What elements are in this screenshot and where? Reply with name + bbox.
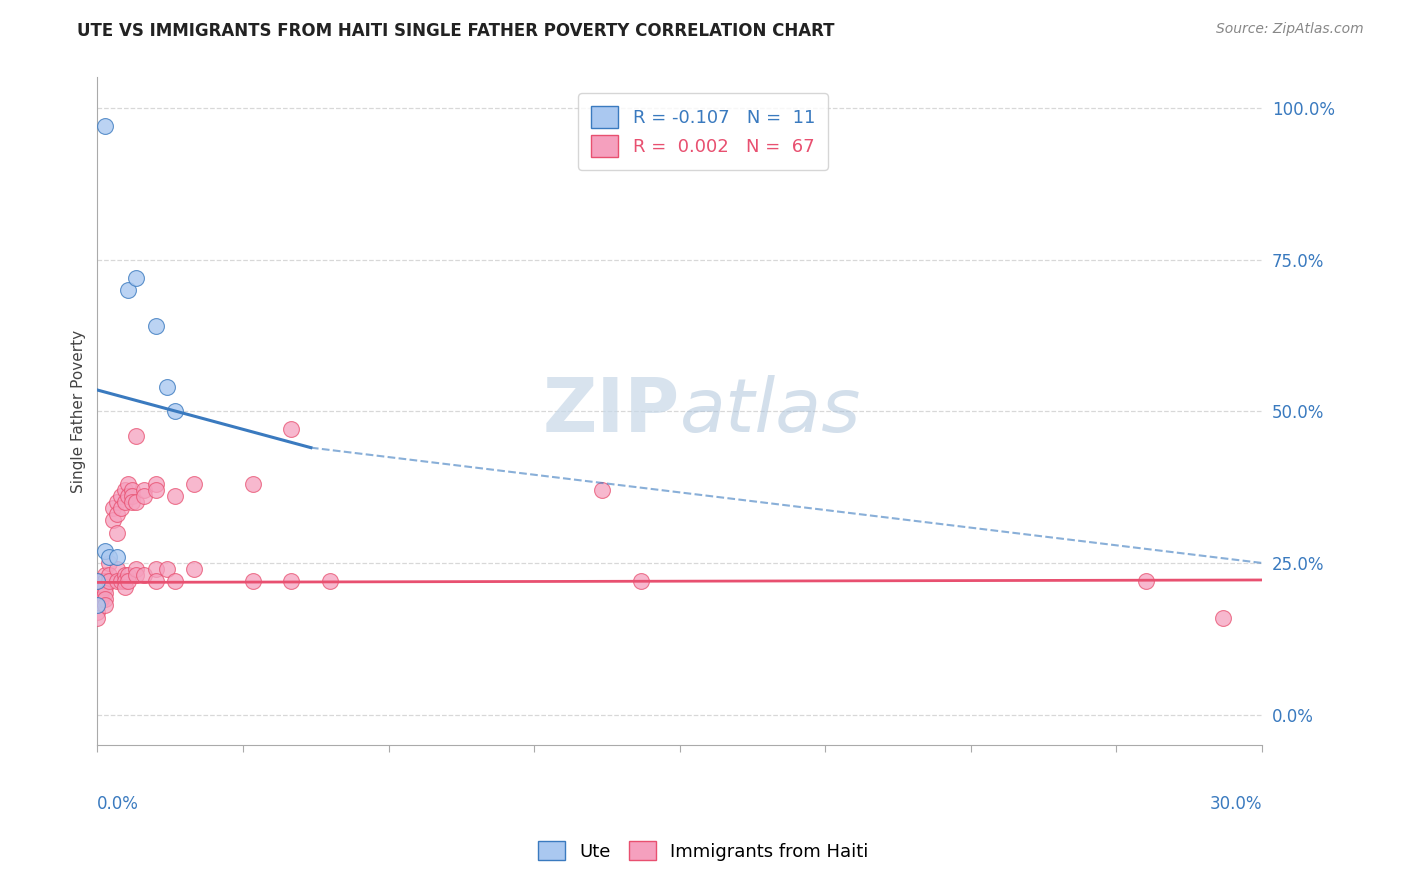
Point	[105, 574, 128, 589]
Text: UTE VS IMMIGRANTS FROM HAITI SINGLE FATHER POVERTY CORRELATION CHART: UTE VS IMMIGRANTS FROM HAITI SINGLE FATH…	[77, 22, 835, 40]
Point	[114, 483, 136, 497]
Point	[163, 489, 186, 503]
Point	[105, 549, 128, 564]
Legend: Ute, Immigrants from Haiti: Ute, Immigrants from Haiti	[529, 831, 877, 870]
Point	[591, 483, 613, 497]
Point	[145, 483, 167, 497]
Point	[98, 574, 121, 589]
Point	[163, 404, 186, 418]
Point	[145, 319, 167, 334]
Point	[105, 495, 128, 509]
Text: Source: ZipAtlas.com: Source: ZipAtlas.com	[1216, 22, 1364, 37]
Point	[98, 556, 121, 570]
Point	[101, 514, 124, 528]
Point	[110, 501, 132, 516]
Point	[94, 119, 117, 133]
Point	[121, 495, 143, 509]
Point	[242, 477, 264, 491]
Point	[94, 586, 117, 600]
Point	[94, 599, 117, 613]
Point	[1212, 610, 1234, 624]
Point	[125, 428, 148, 442]
Point	[86, 586, 108, 600]
Point	[110, 489, 132, 503]
Point	[86, 599, 108, 613]
Point	[630, 574, 652, 589]
Point	[86, 599, 108, 613]
Point	[94, 580, 117, 594]
Point	[183, 477, 205, 491]
Point	[132, 568, 155, 582]
Point	[114, 574, 136, 589]
Point	[121, 489, 143, 503]
Point	[280, 574, 302, 589]
Text: atlas: atlas	[679, 376, 860, 447]
Point	[145, 574, 167, 589]
Point	[94, 544, 117, 558]
Point	[280, 422, 302, 436]
Point	[105, 525, 128, 540]
Point	[86, 610, 108, 624]
Point	[94, 568, 117, 582]
Point	[94, 574, 117, 589]
Point	[117, 283, 139, 297]
Y-axis label: Single Father Poverty: Single Father Poverty	[72, 330, 86, 492]
Point	[105, 508, 128, 522]
Point	[101, 501, 124, 516]
Point	[183, 562, 205, 576]
Point	[319, 574, 342, 589]
Point	[145, 562, 167, 576]
Point	[90, 586, 112, 600]
Point	[86, 580, 108, 594]
Point	[125, 568, 148, 582]
Point	[121, 483, 143, 497]
Point	[98, 549, 121, 564]
Point	[117, 574, 139, 589]
Point	[132, 483, 155, 497]
Point	[242, 574, 264, 589]
Point	[125, 562, 148, 576]
Point	[90, 574, 112, 589]
Point	[114, 495, 136, 509]
Point	[110, 574, 132, 589]
Point	[125, 270, 148, 285]
Point	[98, 568, 121, 582]
Point	[156, 562, 179, 576]
Point	[156, 380, 179, 394]
Point	[117, 489, 139, 503]
Point	[114, 580, 136, 594]
Point	[125, 495, 148, 509]
Point	[86, 605, 108, 619]
Point	[117, 568, 139, 582]
Point	[90, 580, 112, 594]
Point	[86, 574, 108, 589]
Point	[132, 489, 155, 503]
Point	[1135, 574, 1157, 589]
Point	[117, 477, 139, 491]
Legend: R = -0.107   N =  11, R =  0.002   N =  67: R = -0.107 N = 11, R = 0.002 N = 67	[578, 93, 828, 169]
Point	[163, 574, 186, 589]
Point	[145, 477, 167, 491]
Text: ZIP: ZIP	[543, 375, 679, 448]
Point	[114, 568, 136, 582]
Point	[90, 592, 112, 607]
Point	[94, 592, 117, 607]
Point	[86, 592, 108, 607]
Text: 30.0%: 30.0%	[1209, 795, 1263, 814]
Point	[86, 574, 108, 589]
Text: 0.0%: 0.0%	[97, 795, 139, 814]
Point	[105, 562, 128, 576]
